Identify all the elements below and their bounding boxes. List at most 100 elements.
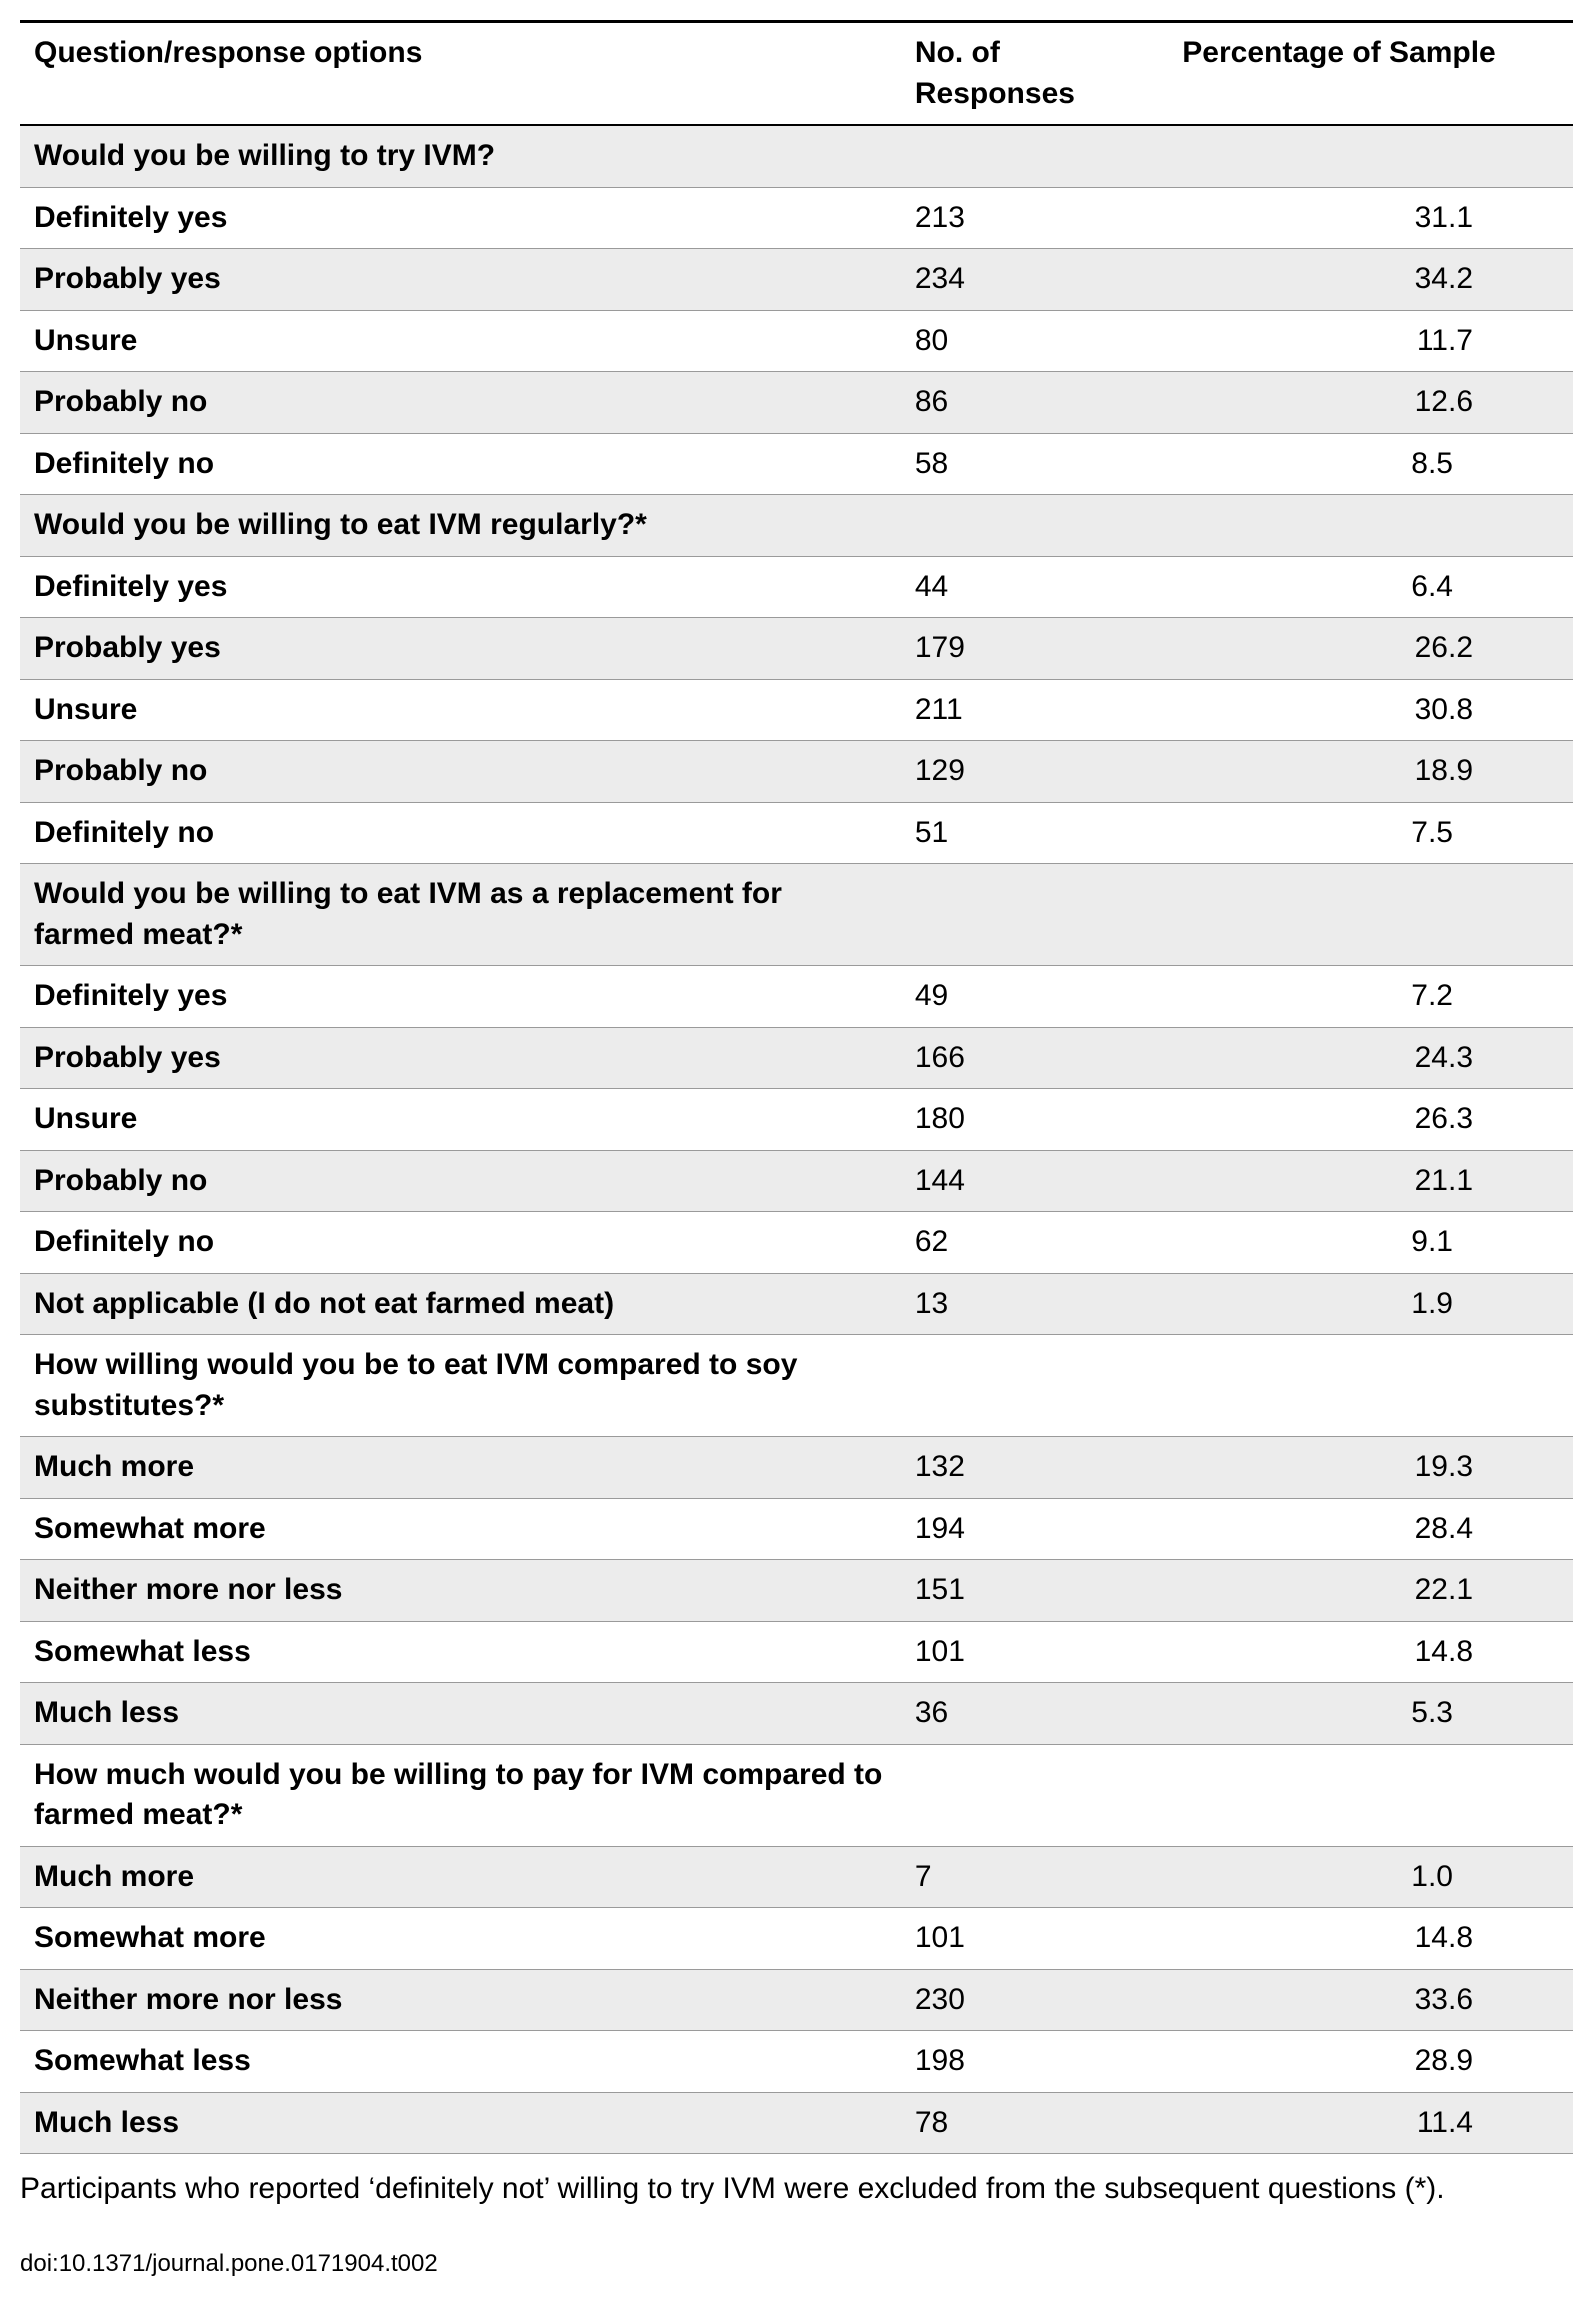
table-row: Probably yes16624.3 [20,1027,1573,1089]
row-percentage: 11.4 [1168,2092,1573,2154]
row-percentage [1168,495,1573,557]
row-responses [901,1335,1168,1437]
row-label: Would you be willing to eat IVM as a rep… [20,864,901,966]
row-percentage: 33.6 [1168,1969,1573,2031]
table-row: Would you be willing to eat IVM as a rep… [20,864,1573,966]
row-label: Probably yes [20,1027,901,1089]
row-responses: 151 [901,1560,1168,1622]
row-responses: 101 [901,1908,1168,1970]
row-label: Unsure [20,310,901,372]
row-percentage: 26.3 [1168,1089,1573,1151]
row-responses: 144 [901,1150,1168,1212]
row-responses: 198 [901,2031,1168,2093]
row-responses: 49 [901,966,1168,1028]
table-row: Unsure18026.3 [20,1089,1573,1151]
row-percentage [1168,125,1573,187]
row-responses: 80 [901,310,1168,372]
row-responses: 234 [901,249,1168,311]
row-responses: 179 [901,618,1168,680]
table-row: Would you be willing to try IVM? [20,125,1573,187]
row-label: Definitely yes [20,187,901,249]
row-percentage: 18.9 [1168,741,1573,803]
row-responses: 213 [901,187,1168,249]
row-percentage: 26.2 [1168,618,1573,680]
table-row: Probably no8612.6 [20,372,1573,434]
row-percentage: 11.7 [1168,310,1573,372]
row-label: Much less [20,1683,901,1745]
row-label: Definitely no [20,1212,901,1274]
row-percentage [1168,1335,1573,1437]
table-row: Definitely yes446.4 [20,556,1573,618]
row-percentage: 31.1 [1168,187,1573,249]
row-label: Probably yes [20,249,901,311]
row-label: Somewhat less [20,2031,901,2093]
row-label: Unsure [20,1089,901,1151]
row-percentage: 14.8 [1168,1908,1573,1970]
row-responses: 211 [901,679,1168,741]
row-responses: 180 [901,1089,1168,1151]
row-responses: 166 [901,1027,1168,1089]
doi-text: doi:10.1371/journal.pone.0171904.t002 [20,2250,1573,2278]
col-header-question: Question/response options [20,22,901,126]
row-responses [901,495,1168,557]
row-responses [901,864,1168,966]
table-row: Unsure8011.7 [20,310,1573,372]
table-row: Unsure21130.8 [20,679,1573,741]
col-header-percentage: Percentage of Sample [1168,22,1573,126]
row-label: Definitely yes [20,556,901,618]
table-row: Definitely yes21331.1 [20,187,1573,249]
row-percentage: 24.3 [1168,1027,1573,1089]
row-responses: 7 [901,1846,1168,1908]
table-row: Probably yes17926.2 [20,618,1573,680]
table-row: Much more71.0 [20,1846,1573,1908]
row-responses [901,1744,1168,1846]
table-row: Probably no12918.9 [20,741,1573,803]
row-percentage: 30.8 [1168,679,1573,741]
table-header-row: Question/response options No. of Respons… [20,22,1573,126]
row-responses: 129 [901,741,1168,803]
row-percentage: 19.3 [1168,1437,1573,1499]
row-label: Probably no [20,1150,901,1212]
row-label: Definitely no [20,433,901,495]
row-label: Definitely yes [20,966,901,1028]
table-row: Somewhat less19828.9 [20,2031,1573,2093]
row-percentage: 7.5 [1168,802,1573,864]
table-body: Would you be willing to try IVM?Definite… [20,125,1573,2154]
row-percentage: 14.8 [1168,1621,1573,1683]
row-percentage: 34.2 [1168,249,1573,311]
table-row: How much would you be willing to pay for… [20,1744,1573,1846]
row-label: Somewhat more [20,1908,901,1970]
table-row: Would you be willing to eat IVM regularl… [20,495,1573,557]
row-label: Unsure [20,679,901,741]
row-responses: 58 [901,433,1168,495]
row-label: How much would you be willing to pay for… [20,1744,901,1846]
row-label: Not applicable (I do not eat farmed meat… [20,1273,901,1335]
row-percentage [1168,1744,1573,1846]
table-row: Somewhat more19428.4 [20,1498,1573,1560]
row-label: Probably no [20,741,901,803]
row-label: Definitely no [20,802,901,864]
row-responses: 132 [901,1437,1168,1499]
row-responses: 101 [901,1621,1168,1683]
table-row: Definitely no629.1 [20,1212,1573,1274]
table-row: Definitely no588.5 [20,433,1573,495]
row-label: Would you be willing to try IVM? [20,125,901,187]
table-row: Much more13219.3 [20,1437,1573,1499]
row-label: Somewhat less [20,1621,901,1683]
row-responses: 13 [901,1273,1168,1335]
table-row: Neither more nor less15122.1 [20,1560,1573,1622]
table-row: How willing would you be to eat IVM comp… [20,1335,1573,1437]
row-responses: 62 [901,1212,1168,1274]
row-percentage: 28.4 [1168,1498,1573,1560]
row-percentage: 28.9 [1168,2031,1573,2093]
row-responses: 36 [901,1683,1168,1745]
table-row: Somewhat less10114.8 [20,1621,1573,1683]
survey-table: Question/response options No. of Respons… [20,20,1573,2154]
row-percentage: 8.5 [1168,433,1573,495]
row-percentage: 22.1 [1168,1560,1573,1622]
table-row: Probably yes23434.2 [20,249,1573,311]
table-row: Much less7811.4 [20,2092,1573,2154]
row-percentage: 12.6 [1168,372,1573,434]
table-footnote: Participants who reported ‘definitely no… [20,2168,1573,2210]
table-row: Definitely yes497.2 [20,966,1573,1028]
